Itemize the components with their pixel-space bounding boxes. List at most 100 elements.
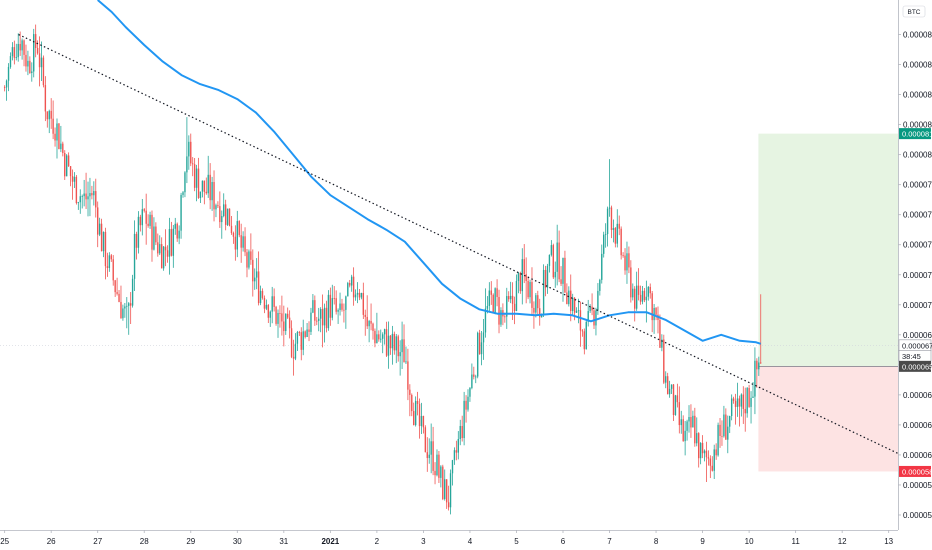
price-tag-box (899, 360, 931, 372)
candle-body (463, 400, 465, 439)
candle-body (285, 313, 287, 332)
candle (459, 419, 461, 446)
candle (182, 190, 184, 198)
candle (65, 154, 68, 177)
price-tick: 0.0000640 (898, 391, 932, 400)
candle (603, 231, 605, 258)
price-tick: 0.0000760 (898, 211, 932, 220)
candle-body (310, 312, 312, 332)
candle-body (709, 458, 712, 466)
candle (684, 421, 686, 456)
stop-zone[interactable] (758, 366, 898, 472)
candle (494, 287, 496, 315)
price-tick: 0.0000780 (898, 181, 932, 190)
candle-body (11, 47, 14, 57)
price-tag-stop[interactable]: 0.0000589 (899, 465, 932, 477)
candle (279, 305, 281, 328)
price-tick: 0.0000740 (898, 241, 932, 250)
candle (306, 323, 308, 338)
candle (166, 245, 169, 263)
candle-body (618, 223, 620, 229)
candle (67, 152, 70, 167)
candle (552, 243, 555, 280)
candle-body (655, 307, 657, 315)
candle-body (347, 282, 349, 297)
candle (275, 305, 277, 326)
candle-body (589, 306, 591, 312)
candle (707, 450, 710, 466)
candle-body (36, 47, 39, 54)
price-tick-label: 0.0000840 (903, 91, 932, 100)
candle (583, 328, 586, 355)
candle-body (118, 293, 120, 302)
candle-body (366, 316, 368, 327)
candle-body (420, 415, 423, 427)
candle-body (197, 168, 200, 198)
candle-body (637, 285, 640, 295)
candle (471, 363, 473, 390)
candle-body (188, 141, 190, 157)
candle-body (203, 180, 206, 192)
candle-body (106, 266, 109, 269)
candle-body (692, 415, 694, 428)
candle-body (440, 466, 442, 478)
candle-body (509, 295, 512, 300)
price-axis[interactable]: 0.00005600.00005800.00006000.00006200.00… (898, 31, 932, 520)
candle-body (149, 214, 151, 226)
candle-body (337, 309, 339, 312)
candle-body (723, 414, 725, 437)
candle-body (732, 398, 735, 401)
candle (632, 283, 634, 301)
candle-body (389, 335, 392, 349)
candle (62, 141, 64, 157)
candle (310, 307, 312, 336)
candle-body (544, 269, 547, 288)
candle-body (312, 300, 314, 313)
candle (618, 215, 620, 236)
candle (378, 330, 380, 342)
candle-body (403, 339, 405, 363)
candle-body (168, 229, 171, 257)
candle (626, 241, 628, 284)
candle (616, 209, 618, 248)
candle-body (639, 294, 642, 302)
candle (178, 225, 180, 245)
price-tag-entry[interactable]: 0.0000659 (899, 360, 932, 372)
candle-body (83, 193, 85, 197)
candle (174, 217, 176, 235)
candle-body (108, 255, 111, 269)
price-tag-target[interactable]: 0.0000814 (899, 128, 932, 140)
candle (717, 422, 719, 457)
target-zone[interactable] (758, 133, 898, 367)
price-tick-label: 0.0000600 (903, 451, 932, 460)
candle (133, 220, 136, 291)
unit-badge[interactable]: BTC (902, 5, 926, 18)
time-axis[interactable]: 25 26 27 28 29 30 31 2021 2 3 4 5 6 7 8 9 10 11 12 13 (0, 530, 894, 546)
price-tick-label: 0.0000620 (903, 421, 932, 430)
candle-body (604, 234, 607, 235)
candle-body (298, 332, 301, 333)
candle-body (577, 310, 580, 312)
candle (213, 170, 215, 222)
candle (354, 289, 357, 301)
candle-body (467, 396, 469, 410)
candle (438, 451, 440, 483)
candle-body (23, 40, 25, 55)
candle (155, 222, 157, 246)
candle (106, 252, 109, 277)
candle (349, 279, 351, 288)
candle-body (451, 460, 454, 474)
candle (676, 383, 679, 408)
price-tag-countdown[interactable]: 38:45 (898, 350, 932, 362)
candle (285, 313, 287, 335)
candle-body (699, 442, 702, 459)
time-tick: 13 (884, 530, 894, 546)
candle-body (465, 400, 467, 410)
candle-body (155, 226, 157, 243)
candle (647, 286, 649, 301)
candle-body (409, 389, 411, 395)
candle-body (554, 271, 556, 278)
candle-body (277, 312, 279, 324)
